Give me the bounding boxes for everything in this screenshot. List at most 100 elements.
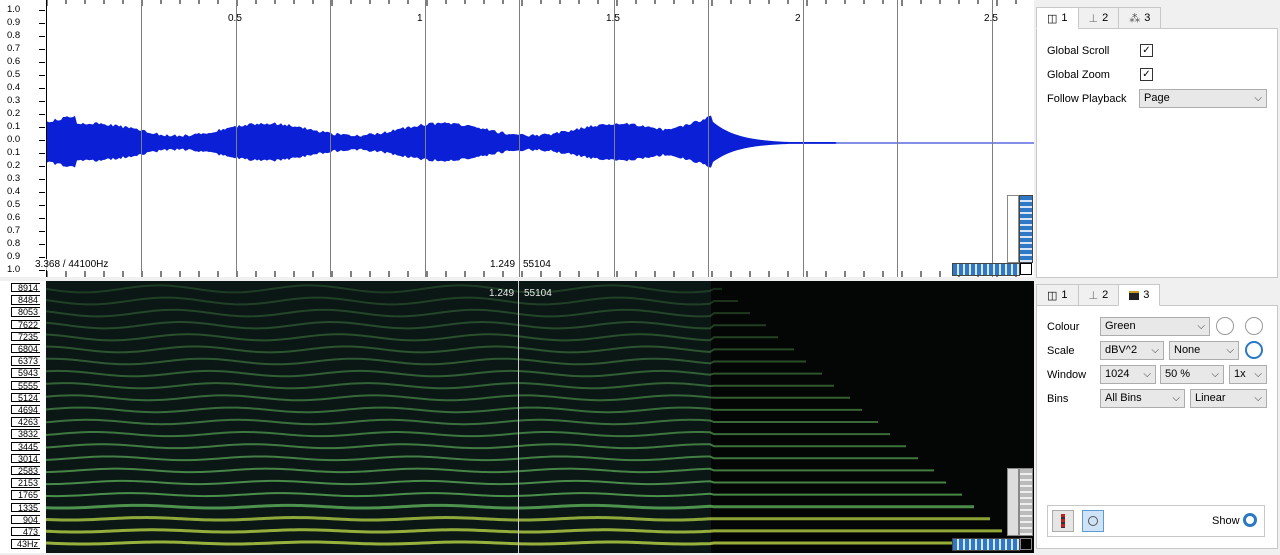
frequency-tick-label: 3832 bbox=[11, 429, 40, 438]
spectrogram-view[interactable]: 8914 8484 8053 7622 7235 6804 6373 5943 5555 5124… bbox=[0, 281, 1034, 553]
tab-pane-properties-2[interactable]: ◫ 1 bbox=[1036, 284, 1079, 305]
tab-label: 1 bbox=[1061, 12, 1067, 24]
bins-select[interactable]: All Bins ⌵ bbox=[1100, 389, 1185, 408]
frequency-tick-label: 473 bbox=[11, 527, 40, 536]
frequency-scale-value: Linear bbox=[1195, 392, 1226, 404]
tab-label: 3 bbox=[1144, 12, 1150, 24]
amplitude-tick bbox=[39, 140, 45, 141]
zoom-reset-button[interactable] bbox=[1020, 263, 1032, 275]
gain-dial[interactable] bbox=[1245, 341, 1263, 359]
window-size-select[interactable]: 1024 ⌵ bbox=[1100, 365, 1156, 384]
chevron-down-icon: ⌵ bbox=[1172, 390, 1180, 407]
horizontal-zoom-slider[interactable] bbox=[952, 263, 1020, 276]
scale-select[interactable]: dBV^2 ⌵ bbox=[1100, 341, 1164, 360]
chevron-down-icon: ⌵ bbox=[1254, 366, 1262, 383]
spec-horizontal-zoom-slider[interactable] bbox=[952, 538, 1020, 551]
scale-label: Scale bbox=[1047, 345, 1075, 357]
colour-select[interactable]: Green ⌵ bbox=[1100, 317, 1210, 336]
frequency-tick-label: 8053 bbox=[11, 307, 40, 316]
chevron-down-icon: ⌵ bbox=[1226, 342, 1234, 359]
follow-playback-select[interactable]: Page ⌵ bbox=[1139, 89, 1267, 108]
frequency-tick-label: 904 bbox=[11, 515, 40, 524]
threshold-dial[interactable] bbox=[1245, 317, 1263, 335]
scale-value: dBV^2 bbox=[1105, 344, 1137, 356]
frequency-tick-label: 3014 bbox=[11, 454, 40, 463]
amplitude-tick-label: 0.1 bbox=[7, 148, 20, 158]
tab-ruler-layer-2[interactable]: ⊥ 2 bbox=[1078, 284, 1120, 305]
amplitude-tick bbox=[39, 114, 45, 115]
frequency-tick-label: 4263 bbox=[11, 417, 40, 426]
amplitude-tick-label: 0.9 bbox=[7, 252, 20, 262]
pane-icon: ◫ bbox=[1047, 12, 1057, 25]
show-toggle-dial[interactable] bbox=[1243, 513, 1257, 527]
time-gridline bbox=[330, 0, 331, 277]
chevron-down-icon: ⌵ bbox=[1254, 390, 1262, 407]
colour-label: Colour bbox=[1047, 321, 1079, 333]
global-scroll-checkbox[interactable]: ✓ bbox=[1140, 44, 1153, 57]
spectrogram-cursor[interactable] bbox=[518, 281, 519, 553]
tab-waveform-layer[interactable]: ⁂ 3 bbox=[1118, 7, 1161, 28]
frequency-tick-label: 3445 bbox=[11, 442, 40, 451]
amplitude-tick bbox=[39, 244, 45, 245]
time-label: 2.5 bbox=[984, 13, 998, 24]
global-zoom-checkbox[interactable]: ✓ bbox=[1140, 68, 1153, 81]
amplitude-tick-label: 0.8 bbox=[7, 239, 20, 249]
amplitude-tick-label: 0.9 bbox=[7, 18, 20, 28]
colour-bar-icon bbox=[1061, 514, 1065, 528]
waveform-envelope bbox=[47, 116, 1034, 168]
time-gridline bbox=[519, 0, 520, 277]
oversampling-value: 1x bbox=[1234, 368, 1246, 380]
waveform-view[interactable]: 1.0 0.9 0.8 0.7 0.6 0.5 0.4 0.3 0.2 0.1 0.0 0.1 0.2 0… bbox=[0, 0, 1034, 277]
frequency-tick-label: 5124 bbox=[11, 393, 40, 402]
play-toggle-button[interactable] bbox=[1082, 510, 1104, 532]
spec-vertical-zoom-slider[interactable] bbox=[1019, 468, 1033, 536]
chevron-down-icon: ⌵ bbox=[1197, 318, 1205, 335]
frequency-tick-label: 1765 bbox=[11, 490, 40, 499]
vertical-zoom-thumbwheel[interactable] bbox=[1007, 195, 1019, 263]
window-overlap-select[interactable]: 50 % ⌵ bbox=[1160, 365, 1224, 384]
amplitude-tick bbox=[39, 62, 45, 63]
spec-vertical-thumbwheel[interactable] bbox=[1007, 468, 1019, 536]
amplitude-tick bbox=[39, 88, 45, 89]
waveform-area[interactable]: 0.5 1 1.5 2 2.5 bbox=[46, 0, 1034, 277]
layer-colour-button[interactable] bbox=[1052, 510, 1074, 532]
colour-rotation-dial[interactable] bbox=[1216, 317, 1234, 335]
amplitude-tick bbox=[39, 127, 45, 128]
amplitude-tick bbox=[39, 49, 45, 50]
spec-zoom-reset-button[interactable] bbox=[1020, 538, 1032, 550]
frequency-tick-label: 5555 bbox=[11, 381, 40, 390]
tab-label: 3 bbox=[1143, 289, 1149, 301]
show-label: Show bbox=[1212, 515, 1240, 527]
bins-value: All Bins bbox=[1105, 392, 1142, 404]
chevron-down-icon: ⌵ bbox=[1211, 366, 1219, 383]
speaker-icon bbox=[1088, 516, 1098, 526]
amplitude-tick bbox=[39, 192, 45, 193]
bins-label: Bins bbox=[1047, 393, 1068, 405]
pane-icon: ◫ bbox=[1047, 289, 1057, 302]
frequency-tick-label: 2153 bbox=[11, 478, 40, 487]
tab-ruler-layer[interactable]: ⊥ 2 bbox=[1078, 7, 1120, 28]
amplitude-tick-label: 0.6 bbox=[7, 57, 20, 67]
time-label: 2 bbox=[795, 13, 801, 24]
time-gridline bbox=[708, 0, 709, 277]
tab-pane-properties[interactable]: ◫ 1 bbox=[1036, 7, 1079, 29]
tab-spectrogram-layer[interactable]: 3 bbox=[1118, 284, 1160, 306]
amplitude-tick-label: 1.0 bbox=[7, 5, 20, 15]
oversampling-select[interactable]: 1x ⌵ bbox=[1229, 365, 1267, 384]
amplitude-tick-label: 0.6 bbox=[7, 213, 20, 223]
amplitude-tick-label: 1.0 bbox=[7, 265, 20, 275]
spectrogram-icon bbox=[1129, 291, 1139, 300]
spectrogram-cursor-time: 1.249 bbox=[489, 288, 514, 299]
chevron-down-icon: ⌵ bbox=[1143, 366, 1151, 383]
normalization-select[interactable]: None ⌵ bbox=[1169, 341, 1239, 360]
spectrogram-area[interactable] bbox=[46, 281, 1034, 553]
chevron-down-icon: ⌵ bbox=[1254, 90, 1262, 107]
amplitude-tick-label: 0.7 bbox=[7, 226, 20, 236]
amplitude-tick-label: 0.5 bbox=[7, 200, 20, 210]
amplitude-tick-label: 0.2 bbox=[7, 109, 20, 119]
chevron-down-icon: ⌵ bbox=[1151, 342, 1159, 359]
frequency-scale-select[interactable]: Linear ⌵ bbox=[1190, 389, 1267, 408]
vertical-zoom-slider[interactable] bbox=[1019, 195, 1033, 263]
frequency-tick-label: 5943 bbox=[11, 368, 40, 377]
amplitude-tick-label: 0.2 bbox=[7, 161, 20, 171]
